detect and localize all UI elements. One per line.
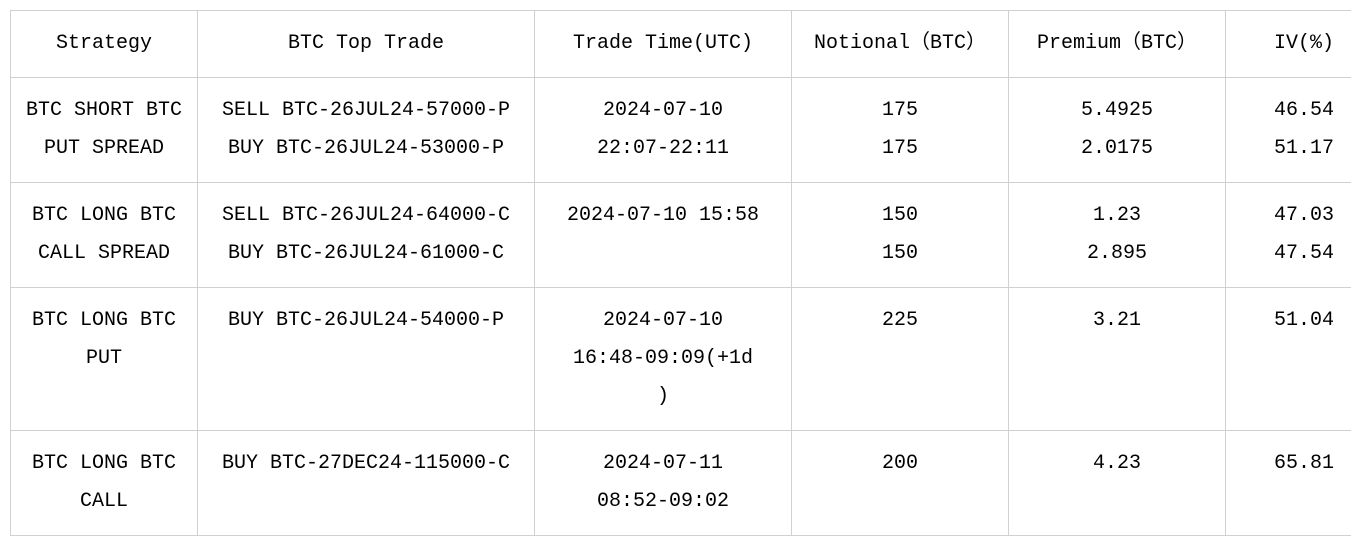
col-header-time: Trade Time(UTC) (535, 11, 792, 78)
cell-line: 51.17 (1234, 130, 1351, 168)
cell-line: PUT SPREAD (19, 130, 189, 168)
cell-line: SELL BTC-26JUL24-64000-C (206, 197, 526, 235)
cell-line: BUY BTC-26JUL24-54000-P (206, 302, 526, 340)
cell-line: CALL SPREAD (19, 235, 189, 273)
cell-line: 16:48-09:09(+1d (543, 340, 783, 378)
table-row: BTC LONG BTCPUTBUY BTC-26JUL24-54000-P20… (11, 288, 1351, 431)
cell-line: 65.81 (1234, 445, 1351, 483)
cell-line: 3.21 (1017, 302, 1217, 340)
col-header-notional: Notional（BTC） (792, 11, 1009, 78)
cell-premium: 5.49252.0175 (1009, 78, 1226, 183)
cell-line: 22:07-22:11 (543, 130, 783, 168)
table-row: BTC LONG BTCCALL SPREADSELL BTC-26JUL24-… (11, 183, 1351, 288)
cell-line: 08:52-09:02 (543, 483, 783, 521)
cell-strategy: BTC LONG BTCPUT (11, 288, 198, 431)
cell-notional: 225 (792, 288, 1009, 431)
cell-line: 4.23 (1017, 445, 1217, 483)
cell-notional: 150150 (792, 183, 1009, 288)
cell-line: 1.23 (1017, 197, 1217, 235)
cell-line: ) (543, 378, 783, 416)
col-header-strategy: Strategy (11, 11, 198, 78)
table-row: BTC SHORT BTCPUT SPREADSELL BTC-26JUL24-… (11, 78, 1351, 183)
cell-time: 2024-07-1108:52-09:02 (535, 431, 792, 536)
cell-line: 150 (800, 235, 1000, 273)
cell-line: 47.54 (1234, 235, 1351, 273)
cell-line: BUY BTC-26JUL24-53000-P (206, 130, 526, 168)
cell-iv: 47.0347.54 (1226, 183, 1351, 288)
cell-line: 2.895 (1017, 235, 1217, 273)
cell-line: 5.4925 (1017, 92, 1217, 130)
cell-iv: 46.5451.17 (1226, 78, 1351, 183)
cell-line: 175 (800, 92, 1000, 130)
cell-line: 2024-07-10 (543, 92, 783, 130)
cell-line: BUY BTC-27DEC24-115000-C (206, 445, 526, 483)
cell-trade: SELL BTC-26JUL24-64000-CBUY BTC-26JUL24-… (198, 183, 535, 288)
cell-line: 2024-07-10 15:58 (543, 197, 783, 235)
cell-line: BTC LONG BTC (19, 197, 189, 235)
col-header-iv: IV(%) (1226, 11, 1351, 78)
cell-line: 2024-07-10 (543, 302, 783, 340)
cell-line: 150 (800, 197, 1000, 235)
col-header-trade: BTC Top Trade (198, 11, 535, 78)
cell-time: 2024-07-1016:48-09:09(+1d) (535, 288, 792, 431)
cell-line: 47.03 (1234, 197, 1351, 235)
cell-line: 2.0175 (1017, 130, 1217, 168)
cell-trade: SELL BTC-26JUL24-57000-PBUY BTC-26JUL24-… (198, 78, 535, 183)
cell-strategy: BTC SHORT BTCPUT SPREAD (11, 78, 198, 183)
table-body: BTC SHORT BTCPUT SPREADSELL BTC-26JUL24-… (11, 78, 1351, 536)
cell-line: CALL (19, 483, 189, 521)
cell-line: 225 (800, 302, 1000, 340)
cell-premium: 1.232.895 (1009, 183, 1226, 288)
cell-trade: BUY BTC-26JUL24-54000-P (198, 288, 535, 431)
cell-line: BTC SHORT BTC (19, 92, 189, 130)
cell-line: 2024-07-11 (543, 445, 783, 483)
col-header-premium: Premium（BTC） (1009, 11, 1226, 78)
cell-premium: 4.23 (1009, 431, 1226, 536)
table-header-row: Strategy BTC Top Trade Trade Time(UTC) N… (11, 11, 1351, 78)
cell-line: 200 (800, 445, 1000, 483)
cell-iv: 51.04 (1226, 288, 1351, 431)
cell-line: 46.54 (1234, 92, 1351, 130)
cell-iv: 65.81 (1226, 431, 1351, 536)
cell-line: BTC LONG BTC (19, 445, 189, 483)
cell-line: BTC LONG BTC (19, 302, 189, 340)
cell-strategy: BTC LONG BTCCALL (11, 431, 198, 536)
cell-time: 2024-07-10 15:58 (535, 183, 792, 288)
cell-line: 51.04 (1234, 302, 1351, 340)
cell-line: SELL BTC-26JUL24-57000-P (206, 92, 526, 130)
cell-notional: 200 (792, 431, 1009, 536)
cell-line: BUY BTC-26JUL24-61000-C (206, 235, 526, 273)
cell-line: PUT (19, 340, 189, 378)
cell-notional: 175175 (792, 78, 1009, 183)
btc-trades-table: Strategy BTC Top Trade Trade Time(UTC) N… (10, 10, 1351, 536)
cell-time: 2024-07-1022:07-22:11 (535, 78, 792, 183)
cell-premium: 3.21 (1009, 288, 1226, 431)
cell-strategy: BTC LONG BTCCALL SPREAD (11, 183, 198, 288)
cell-line: 175 (800, 130, 1000, 168)
cell-trade: BUY BTC-27DEC24-115000-C (198, 431, 535, 536)
table-row: BTC LONG BTCCALLBUY BTC-27DEC24-115000-C… (11, 431, 1351, 536)
